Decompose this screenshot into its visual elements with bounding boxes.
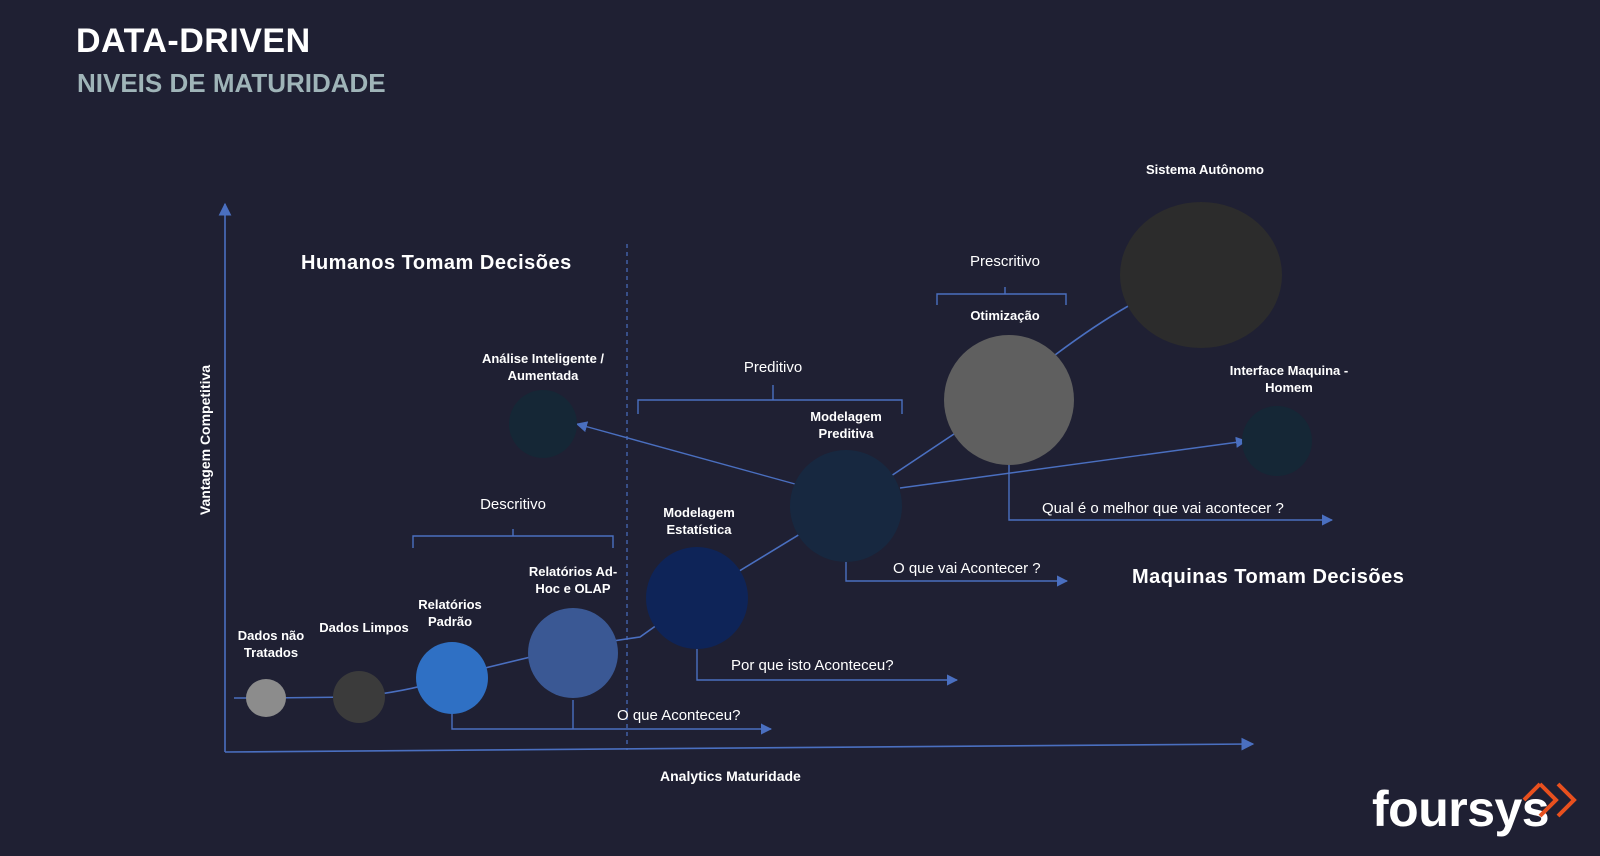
phase-descriptive: Descritivo [480,496,546,513]
node-raw-data [246,679,286,717]
x-axis-label: Analytics Maturidade [660,768,801,784]
label-standard-reports: Relatórios Padrão [418,597,482,629]
connector-why-happened [696,645,959,686]
brace-prescriptive [936,287,1067,305]
label-statistical-modeling: Modelagem Estatística [663,505,735,537]
label-predictive-modeling: Modelagem Preditiva [810,409,882,441]
foursys-logo: foursys [1372,780,1550,838]
connector-what-happened [451,710,773,735]
brace-descriptive [412,529,614,548]
phase-predictive: Preditivo [743,359,803,376]
label-human-machine-interface: Interface Maquina - Homem [1229,363,1349,395]
node-intelligent-analysis [509,390,577,458]
logo-text: foursys [1372,781,1550,837]
y-axis-label: Vantagem Competitiva [197,364,213,516]
question-best-outcome: Qual é o melhor que vai acontecer ? [1042,500,1284,517]
label-raw-data: Dados não Tratados [237,628,305,660]
label-adhoc-olap: Relatórios Ad- Hoc e OLAP [528,564,618,596]
label-intelligent-analysis: Análise Inteligente / Aumentada [481,351,605,383]
label-autonomous-system: Sistema Autônomo [1146,162,1264,177]
arrow-to-intelligent-analysis [575,421,796,485]
connector-best-outcome [1008,464,1334,526]
x-axis [224,737,1255,753]
label-optimization: Otimização [970,308,1040,323]
page-title: DATA-DRIVEN [76,22,311,60]
machines-region-label: Maquinas Tomam Decisões [1132,566,1405,588]
connector-what-will-happen [845,560,1069,587]
question-what-happened: O que Aconteceu? [617,707,741,724]
node-predictive-modeling [790,450,902,562]
node-adhoc-olap [528,608,618,698]
question-what-will-happen: O que vai Acontecer ? [893,560,1041,577]
node-autonomous-system [1120,202,1282,348]
node-clean-data [333,671,385,723]
node-statistical-modeling [646,547,748,649]
phase-prescriptive: Prescritivo [969,253,1041,270]
node-human-machine-interface [1242,406,1312,476]
arrow-to-hmi [899,436,1248,489]
humans-region-label: Humanos Tomam Decisões [301,252,572,274]
brace-predictive [637,385,903,414]
question-why-happened: Por que isto Aconteceu? [731,657,894,674]
page-subtitle: NIVEIS DE MATURIDADE [77,68,386,98]
label-clean-data: Dados Limpos [319,620,409,635]
node-optimization [944,335,1074,465]
node-standard-reports [416,642,488,714]
